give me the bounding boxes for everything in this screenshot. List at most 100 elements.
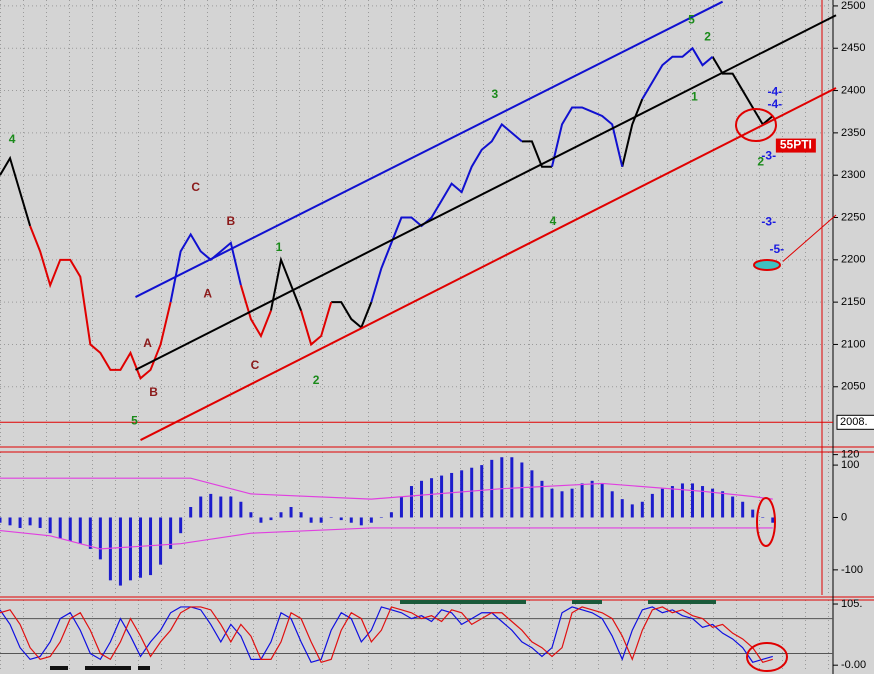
y-tick-label: 120 [841, 449, 859, 461]
signal-bar [50, 666, 68, 670]
annotation: A [203, 287, 212, 301]
y-tick-label: 2050 [841, 381, 865, 393]
histogram-bar [329, 517, 333, 518]
annotation: -4- [767, 97, 782, 111]
histogram-bar [359, 517, 363, 526]
trend-line [135, 14, 837, 371]
histogram-bar [259, 517, 263, 523]
y-tick-label: 2300 [841, 169, 865, 181]
histogram-bar [239, 501, 243, 518]
histogram-bar [721, 491, 725, 518]
y-tick-label: -0.00 [841, 659, 866, 671]
y-tick-label: 2250 [841, 211, 865, 223]
annotation: -4- [767, 84, 782, 98]
annotation: C [191, 180, 200, 194]
price-line [0, 606, 773, 663]
y-tick-label: 2150 [841, 296, 865, 308]
y-tick-label: 0 [841, 511, 847, 523]
histogram-bar [660, 488, 664, 518]
histogram-bar [28, 517, 32, 526]
y-tick-label: 2400 [841, 84, 865, 96]
y-tick-label: -100 [841, 564, 863, 576]
histogram-bar [580, 483, 584, 518]
y-tick-label: 2100 [841, 338, 865, 350]
annotation: 1 [691, 89, 698, 103]
histogram-bar [510, 457, 514, 518]
stochastic-panel-grid [0, 600, 833, 672]
annotation: C [251, 358, 260, 372]
band-line [0, 477, 773, 500]
marker-label-box [836, 414, 874, 430]
histogram-bar [440, 475, 444, 518]
oscillator-panel-grid [0, 452, 833, 595]
y-tick-label: 2500 [841, 0, 865, 12]
histogram-bar [139, 517, 143, 578]
annotation: 5 [688, 12, 695, 26]
histogram-bar [349, 517, 353, 523]
histogram-bar [319, 517, 323, 523]
y-tick-label: 2450 [841, 42, 865, 54]
histogram-bar [590, 480, 594, 518]
histogram-bar [199, 496, 203, 518]
annotation: -3- [761, 215, 776, 229]
annotation: 55PTI [780, 138, 812, 152]
histogram-bar [650, 493, 654, 518]
histogram-bar [560, 491, 564, 518]
annotation: B [226, 214, 235, 228]
histogram-bar [630, 504, 634, 518]
histogram-bar [741, 501, 745, 518]
histogram-bar [219, 496, 223, 518]
price-line [0, 606, 773, 663]
histogram-bar [540, 480, 544, 518]
histogram-bar [550, 488, 554, 518]
trend-line [135, 0, 724, 298]
histogram-bar [399, 496, 403, 518]
target-ellipse [753, 259, 781, 271]
histogram-bar [680, 483, 684, 518]
histogram-bar [731, 496, 735, 518]
histogram-bar [229, 496, 233, 518]
histogram-bar [78, 517, 82, 544]
annotation: 2 [704, 29, 711, 43]
signal-bar [648, 600, 716, 604]
histogram-bar [339, 517, 343, 521]
histogram-bar [470, 467, 474, 518]
histogram-bar [0, 517, 2, 523]
highlight-ellipse [746, 642, 788, 672]
annotation: B [149, 385, 158, 399]
histogram-bar [520, 462, 524, 518]
signal-bar [85, 666, 131, 670]
annotation: 5 [131, 414, 138, 428]
annotation: 2 [313, 373, 320, 387]
histogram-bar [460, 470, 464, 518]
histogram-bar [369, 517, 373, 523]
histogram-bar [118, 517, 122, 586]
histogram-bar [600, 483, 604, 518]
histogram-bar [249, 512, 253, 518]
trend-line [140, 87, 837, 441]
histogram-bar [430, 478, 434, 518]
histogram-bar [409, 486, 413, 518]
histogram-bar [68, 517, 72, 542]
annotation: 1 [276, 240, 283, 254]
price-line [169, 46, 714, 303]
annotation: 4 [9, 132, 16, 146]
histogram-bar [670, 486, 674, 518]
annotation: 4 [550, 214, 557, 228]
trend-line [782, 214, 837, 262]
histogram-bar [189, 507, 193, 518]
histogram-bar [500, 457, 504, 518]
histogram-bar [269, 517, 273, 521]
histogram-bar [88, 517, 92, 549]
histogram-bar [640, 501, 644, 518]
highlight-ellipse [756, 497, 776, 547]
histogram-bar [289, 507, 293, 518]
histogram-bar [179, 517, 183, 534]
annotation: A [143, 336, 152, 350]
histogram-bar [450, 472, 454, 518]
histogram-bar [58, 517, 62, 539]
highlight-ellipse [735, 108, 777, 142]
histogram-bar [620, 499, 624, 518]
histogram-bar [751, 509, 755, 518]
